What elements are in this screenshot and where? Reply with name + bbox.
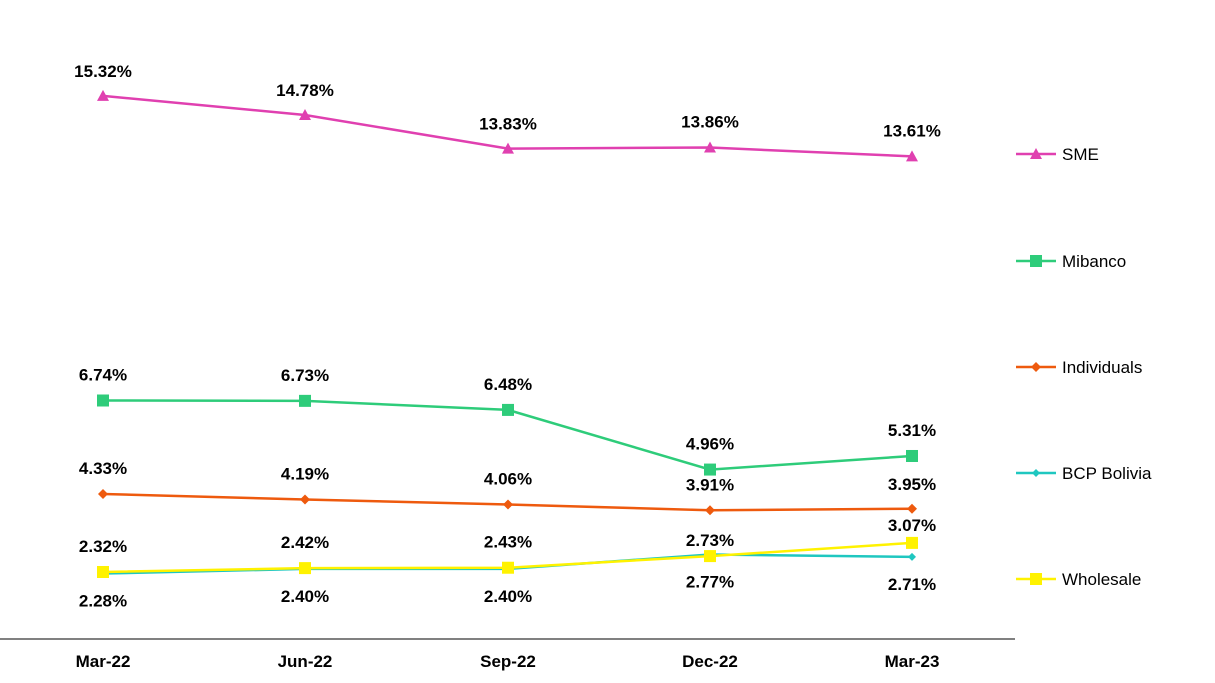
sme-marker-sep-22 <box>502 142 514 154</box>
bcp-bolivia-label-mar-22: 2.28% <box>79 592 127 611</box>
legend-marker-sme <box>1030 148 1042 159</box>
wholesale-label-mar-23: 3.07% <box>888 516 936 535</box>
individuals-label-mar-23: 3.95% <box>888 475 936 494</box>
sme-label-mar-22: 15.32% <box>74 62 132 81</box>
individuals-marker-mar-23 <box>907 503 917 514</box>
bcp-bolivia-label-dec-22: 2.77% <box>686 573 734 592</box>
wholesale-marker-jun-22 <box>299 562 311 575</box>
wholesale-marker-dec-22 <box>704 550 716 563</box>
individuals-label-mar-22: 4.33% <box>79 459 127 478</box>
mibanco-label-jun-22: 6.73% <box>281 366 329 385</box>
bcp-bolivia-marker-mar-23 <box>908 552 916 561</box>
legend-item-mibanco: Mibanco <box>1016 252 1126 271</box>
mibanco-label-sep-22: 6.48% <box>484 375 532 394</box>
wholesale-marker-sep-22 <box>502 561 514 574</box>
sme-marker-jun-22 <box>299 108 311 120</box>
mibanco-marker-sep-22 <box>502 403 514 416</box>
legend-label-sme: SME <box>1062 145 1099 164</box>
sme-label-sep-22: 13.83% <box>479 115 537 134</box>
legend-item-bcp-bolivia: BCP Bolivia <box>1016 464 1152 483</box>
sme-marker-mar-22 <box>97 89 109 101</box>
wholesale-label-sep-22: 2.43% <box>484 533 532 552</box>
legend-label-bcp-bolivia: BCP Bolivia <box>1062 464 1152 483</box>
mibanco-marker-mar-22 <box>97 394 109 407</box>
bcp-bolivia-label-mar-23: 2.71% <box>888 575 936 594</box>
individuals-marker-sep-22 <box>503 499 513 510</box>
x-tick-mar-22: Mar-22 <box>76 652 131 671</box>
mibanco-label-mar-22: 6.74% <box>79 366 127 385</box>
legend-marker-wholesale <box>1030 573 1042 585</box>
individuals-marker-jun-22 <box>300 494 310 505</box>
mibanco-label-mar-23: 5.31% <box>888 421 936 440</box>
wholesale-marker-mar-22 <box>97 565 109 578</box>
wholesale-label-dec-22: 2.73% <box>686 531 734 550</box>
bcp-bolivia-label-jun-22: 2.40% <box>281 587 329 606</box>
legend-item-individuals: Individuals <box>1016 358 1142 377</box>
legend-label-mibanco: Mibanco <box>1062 252 1126 271</box>
x-tick-jun-22: Jun-22 <box>278 652 333 671</box>
individuals-label-jun-22: 4.19% <box>281 464 329 483</box>
mibanco-marker-mar-23 <box>906 449 918 462</box>
x-tick-dec-22: Dec-22 <box>682 652 738 671</box>
sme-label-dec-22: 13.86% <box>681 113 739 132</box>
sme-label-mar-23: 13.61% <box>883 121 941 140</box>
individuals-marker-mar-22 <box>98 489 108 500</box>
individuals-marker-dec-22 <box>705 505 715 516</box>
mibanco-marker-dec-22 <box>704 463 716 476</box>
mibanco-marker-jun-22 <box>299 394 311 407</box>
legend-item-sme: SME <box>1016 145 1099 164</box>
legend-item-wholesale: Wholesale <box>1016 570 1141 589</box>
legend-marker-individuals <box>1031 362 1041 372</box>
sme-marker-dec-22 <box>704 141 716 153</box>
legend-marker-bcp-bolivia <box>1032 469 1040 477</box>
sme-marker-mar-23 <box>906 150 918 162</box>
individuals-label-sep-22: 4.06% <box>484 469 532 488</box>
x-tick-labels: Mar-22 Jun-22 Sep-22 Dec-22 Mar-23 <box>76 652 940 671</box>
bcp-bolivia-label-sep-22: 2.40% <box>484 587 532 606</box>
individuals-label-dec-22: 3.91% <box>686 475 734 494</box>
mibanco-label-dec-22: 4.96% <box>686 435 734 454</box>
x-tick-mar-23: Mar-23 <box>885 652 940 671</box>
data-labels: 15.32% 14.78% 13.83% 13.86% 13.61% 6.74% 6.73%… <box>74 62 941 611</box>
legend: SME Mibanco Individuals BCP Bolivia Wholesal… <box>1016 145 1152 589</box>
legend-marker-mibanco <box>1030 255 1042 267</box>
wholesale-marker-mar-23 <box>906 536 918 549</box>
legend-label-individuals: Individuals <box>1062 358 1142 377</box>
wholesale-label-mar-22: 2.32% <box>79 537 127 556</box>
x-tick-sep-22: Sep-22 <box>480 652 536 671</box>
legend-label-wholesale: Wholesale <box>1062 570 1141 589</box>
sme-label-jun-22: 14.78% <box>276 81 334 100</box>
series-markers <box>97 89 918 578</box>
wholesale-label-jun-22: 2.42% <box>281 533 329 552</box>
